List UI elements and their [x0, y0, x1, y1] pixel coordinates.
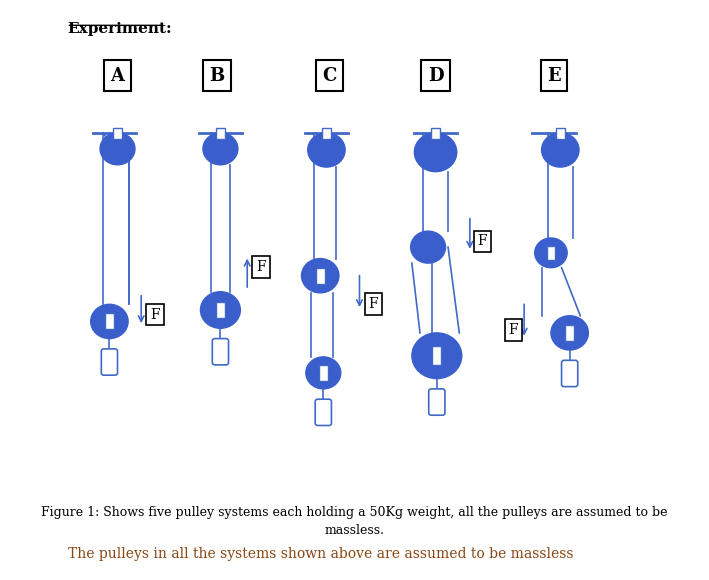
FancyBboxPatch shape [212, 339, 228, 365]
FancyBboxPatch shape [316, 399, 331, 426]
Circle shape [203, 133, 238, 165]
FancyBboxPatch shape [316, 268, 325, 284]
FancyBboxPatch shape [431, 128, 440, 139]
Circle shape [551, 316, 588, 350]
Circle shape [542, 133, 579, 167]
Circle shape [535, 238, 567, 268]
Text: F: F [150, 307, 160, 321]
Circle shape [301, 259, 339, 293]
FancyBboxPatch shape [429, 389, 445, 415]
Circle shape [201, 292, 240, 328]
FancyBboxPatch shape [113, 128, 122, 139]
Text: F: F [478, 234, 487, 248]
Text: F: F [509, 323, 518, 337]
Text: C: C [323, 67, 337, 85]
Circle shape [91, 304, 128, 339]
FancyBboxPatch shape [547, 246, 555, 260]
Text: F: F [369, 298, 378, 311]
Circle shape [306, 357, 341, 389]
FancyBboxPatch shape [105, 313, 113, 329]
Text: A: A [111, 67, 125, 85]
Circle shape [411, 231, 445, 263]
Text: E: E [547, 67, 561, 85]
Circle shape [308, 133, 345, 167]
FancyBboxPatch shape [319, 365, 328, 381]
Text: F: F [256, 260, 266, 274]
Circle shape [414, 133, 457, 172]
Circle shape [100, 133, 135, 165]
Text: B: B [210, 67, 225, 85]
FancyBboxPatch shape [322, 128, 331, 139]
FancyBboxPatch shape [101, 349, 118, 375]
Text: D: D [428, 67, 443, 85]
FancyBboxPatch shape [216, 128, 225, 139]
FancyBboxPatch shape [562, 360, 578, 387]
FancyBboxPatch shape [432, 346, 441, 365]
Text: The pulleys in all the systems shown above are assumed to be massless: The pulleys in all the systems shown abo… [67, 547, 573, 561]
FancyBboxPatch shape [565, 325, 574, 341]
FancyBboxPatch shape [216, 302, 225, 318]
Text: Figure 1: Shows five pulley systems each holding a 50Kg weight, all the pulleys : Figure 1: Shows five pulley systems each… [41, 506, 668, 537]
FancyBboxPatch shape [556, 128, 564, 139]
Circle shape [412, 333, 462, 379]
Text: Experiment:: Experiment: [67, 23, 172, 37]
